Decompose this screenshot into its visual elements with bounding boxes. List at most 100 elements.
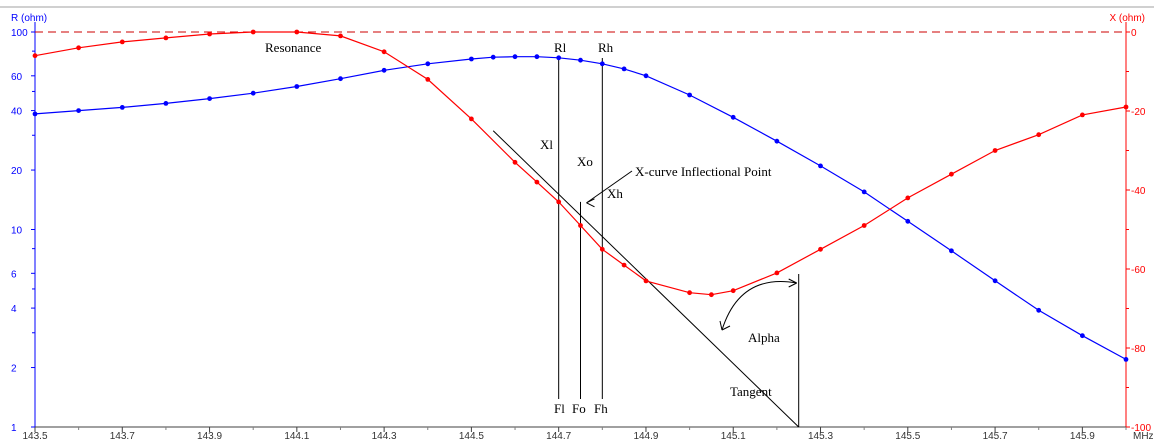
series-point-left-22: [818, 163, 823, 169]
resonance-label: Resonance: [265, 40, 322, 55]
x-tick-label-12: 145.9: [1070, 431, 1095, 442]
series-point-left-4: [207, 96, 213, 101]
series-point-right-5: [250, 29, 256, 35]
right-tick-label-5: -100: [1131, 423, 1151, 434]
xo-label: Xo: [577, 154, 593, 169]
alpha-label: Alpha: [748, 330, 780, 345]
series-point-right-6: [294, 29, 300, 35]
x-tick-label-0: 143.5: [22, 431, 47, 442]
series-point-left-26: [992, 278, 998, 284]
series-point-right-9: [425, 77, 431, 82]
left-tick-label-8: 100: [11, 28, 28, 39]
x-tick-label-6: 144.7: [546, 431, 571, 442]
series-point-left-3: [163, 101, 169, 106]
left-tick-label-4: 10: [11, 226, 23, 237]
series-point-right-16: [621, 262, 627, 268]
series-point-left-7: [338, 76, 343, 82]
series-point-right-19: [709, 292, 714, 298]
x-tick-label-11: 145.7: [983, 431, 1008, 442]
inflection-arrowhead: [586, 198, 595, 208]
series-point-right-22: [818, 246, 823, 252]
rh-label: Rh: [598, 40, 614, 55]
series-point-left-29: [1123, 357, 1129, 362]
left-tick-label-5: 20: [11, 166, 23, 177]
series-point-right-1: [76, 45, 81, 51]
series-point-left-12: [512, 54, 518, 60]
series-point-right-17: [643, 278, 649, 284]
x-tick-label-10: 145.5: [895, 431, 920, 442]
xh-label: Xh: [607, 186, 623, 201]
series-layer: [32, 29, 1129, 362]
axes-group: [0, 6, 1154, 428]
right-tick-label-4: -80: [1131, 344, 1146, 355]
left-tick-label-7: 60: [11, 72, 23, 83]
series-point-right-7: [338, 33, 343, 39]
series-point-left-27: [1036, 307, 1042, 313]
series-point-left-18: [643, 73, 649, 79]
right-tick-label-1: -20: [1131, 107, 1146, 118]
series-point-left-16: [599, 61, 605, 67]
rl-label: Rl: [554, 40, 567, 55]
series-point-left-2: [119, 105, 125, 110]
series-point-left-24: [905, 218, 911, 224]
fo-label: Fo: [572, 401, 586, 416]
series-point-right-27: [1036, 132, 1042, 138]
right-tick-label-3: -60: [1131, 265, 1146, 276]
series-point-right-11: [512, 159, 518, 165]
series-point-left-21: [774, 138, 780, 144]
annotation-lines-group: [492, 58, 800, 428]
series-point-right-13: [556, 199, 562, 205]
series-point-right-2: [119, 39, 125, 45]
left-tick-label-1: 2: [11, 364, 17, 375]
x-tick-label-9: 145.3: [808, 431, 833, 442]
alpha-arc: [721, 281, 797, 331]
series-point-right-14: [578, 223, 583, 228]
ticks-group: 143.5 143.7 143.9 144.1 144.3 144.5 144.7 144.9…: [11, 28, 1151, 442]
series-point-left-10: [469, 56, 474, 62]
right-tick-label-2: -40: [1131, 186, 1146, 197]
series-point-left-20: [730, 114, 736, 120]
x-tick-label-2: 143.9: [197, 431, 222, 442]
series-point-left-5: [250, 90, 256, 96]
left-tick-label-2: 4: [11, 304, 17, 315]
left-tick-label-6: 40: [11, 107, 23, 118]
series-point-right-10: [469, 116, 474, 122]
series-point-left-28: [1080, 333, 1085, 339]
series-line-right: [34, 31, 1127, 296]
x-tick-label-8: 145.1: [721, 431, 746, 442]
series-point-left-23: [861, 189, 867, 195]
x-tick-label-4: 144.3: [372, 431, 397, 442]
series-point-right-20: [730, 288, 736, 294]
series-point-left-0: [32, 111, 38, 117]
fl-label: Fl: [554, 401, 565, 416]
fh-label: Fh: [594, 401, 608, 416]
series-point-left-13: [534, 54, 540, 60]
series-point-left-9: [425, 61, 431, 67]
series-point-left-11: [490, 54, 496, 60]
series-point-left-14: [556, 55, 562, 61]
series-point-right-18: [687, 290, 692, 296]
left-tick-label-0: 1: [11, 423, 17, 434]
series-line-left: [34, 56, 1127, 360]
x-tick-label-3: 144.1: [284, 431, 309, 442]
series-point-right-8: [381, 49, 387, 55]
x-tick-label-7: 144.9: [633, 431, 658, 442]
annotation-text-group: R (ohm) X (ohm) MHz Resonance Rl Rh Xl X…: [11, 13, 1154, 442]
inflection-arrow-line: [586, 170, 633, 204]
series-point-left-17: [621, 66, 627, 72]
series-point-right-29: [1123, 104, 1129, 110]
right-tick-label-0: 0: [1131, 28, 1137, 39]
alpha-arrowhead-start: [719, 320, 731, 331]
series-point-right-0: [32, 53, 38, 59]
x-tick-label-1: 143.7: [110, 431, 135, 442]
series-point-right-3: [163, 35, 169, 41]
series-point-right-26: [992, 148, 998, 153]
series-point-left-19: [687, 92, 692, 98]
series-point-right-25: [949, 171, 954, 177]
series-point-left-1: [76, 108, 81, 113]
left-tick-label-3: 6: [11, 269, 17, 280]
series-point-right-4: [207, 31, 213, 37]
series-point-left-8: [381, 67, 387, 73]
